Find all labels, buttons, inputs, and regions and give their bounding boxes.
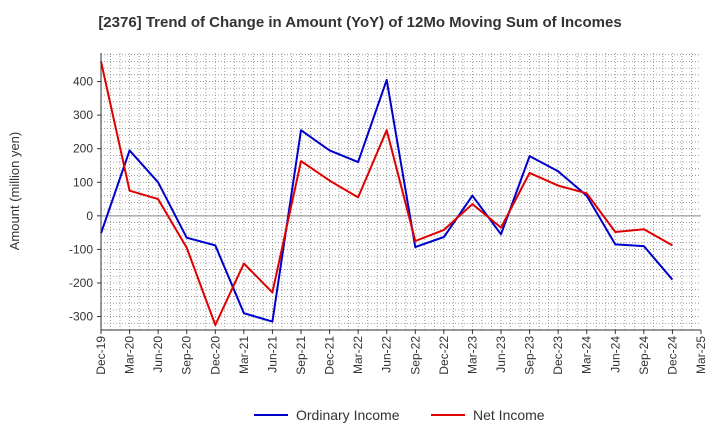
x-tick-labels: Dec-19 Mar-20 Jun-20 Sep-20 Dec-20 Mar-21 Jun-… [94,330,708,375]
x-tick-label: Mar-23 [465,336,479,374]
x-tick-label: Mar-24 [580,336,594,374]
x-tick-label: Mar-25 [694,336,708,374]
x-tick-label: Mar-22 [351,336,365,374]
x-tick-label: Dec-19 [94,336,108,375]
x-tick-label: Sep-21 [294,336,308,375]
x-tick-label: Jun-22 [380,336,394,373]
data-series [100,61,674,326]
axes [100,53,701,331]
chart-title: [2376] Trend of Change in Amount (YoY) o… [98,14,622,31]
x-tick-label: Sep-20 [180,336,194,375]
legend: Ordinary Income Net Income [254,407,545,423]
y-tick-labels: -300 -200 -100 0 100 200 300 400 [69,75,101,324]
y-tick-label: -200 [69,276,93,290]
x-tick-label: Jun-20 [151,336,165,373]
series-line-ordinary-income [100,78,674,323]
legend-label: Net Income [473,407,545,423]
x-tick-label: Sep-24 [637,336,651,375]
x-tick-label: Dec-20 [208,336,222,375]
x-tick-label: Jun-23 [494,336,508,373]
x-tick-label: Dec-23 [551,336,565,375]
x-tick-label: Mar-21 [237,336,251,374]
x-tick-label: Jun-24 [608,336,622,373]
x-tick-label: Sep-23 [523,336,537,375]
y-tick-label: 200 [73,142,93,156]
x-tick-label: Dec-24 [665,336,679,375]
legend-label: Ordinary Income [296,407,400,423]
y-axis-title: Amount (million yen) [7,132,22,251]
y-tick-label: -100 [69,242,93,256]
x-tick-label: Dec-22 [437,336,451,375]
x-tick-label: Jun-21 [265,336,279,373]
y-tick-label: 0 [86,209,93,223]
grid-lines [101,53,701,331]
y-tick-label: 300 [73,108,93,122]
x-tick-label: Mar-20 [123,336,137,374]
x-tick-label: Sep-22 [408,336,422,375]
y-tick-label: 400 [73,75,93,89]
y-tick-label: 100 [73,175,93,189]
series-line-net-income [100,61,673,326]
y-tick-label: -300 [69,310,93,324]
x-tick-label: Dec-21 [323,336,337,375]
